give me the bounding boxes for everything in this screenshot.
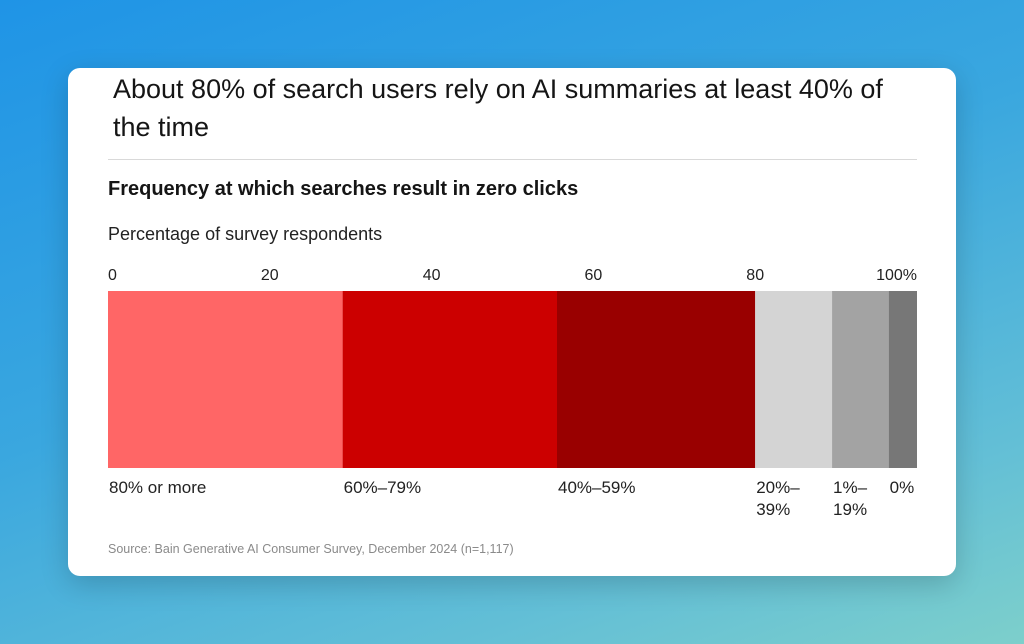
segment-label-0: 80% or more <box>109 478 206 497</box>
bar-segment-2 <box>556 291 756 468</box>
tick-label-20: 20 <box>261 267 279 284</box>
divider <box>108 159 917 160</box>
chart-subtitle: Percentage of survey respondents <box>108 224 383 244</box>
bar-segment-1 <box>342 291 557 468</box>
source-note: Source: Bain Generative AI Consumer Surv… <box>108 542 514 556</box>
segment-label-4: 1%– 19% <box>833 478 868 519</box>
bar-segment-0 <box>108 291 343 468</box>
tick-label-80: 80 <box>746 267 764 284</box>
segment-label-1: 60%–79% <box>344 478 422 497</box>
bar-segment-5 <box>888 291 917 468</box>
tick-label-40: 40 <box>423 267 441 284</box>
segment-label-2: 40%–59% <box>558 478 636 497</box>
headline: About 80% of search users rely on AI sum… <box>113 74 883 142</box>
segment-label-3: 20%– 39% <box>756 478 800 519</box>
chart-title: Frequency at which searches result in ze… <box>108 178 579 200</box>
bar-segment-4 <box>832 291 889 468</box>
bar-segment-3 <box>755 291 833 468</box>
tick-label-60: 60 <box>585 267 603 284</box>
tick-label-100: 100% <box>876 267 917 284</box>
stacked-bar-chart: 0 20 40 60 80 100% 80% or more 60%–79% 40%–59% 20… <box>108 267 917 519</box>
chart-card: About 80% of search users rely on AI sum… <box>68 68 956 576</box>
tick-label-0: 0 <box>108 267 117 284</box>
segment-label-5: 0% <box>890 478 915 497</box>
